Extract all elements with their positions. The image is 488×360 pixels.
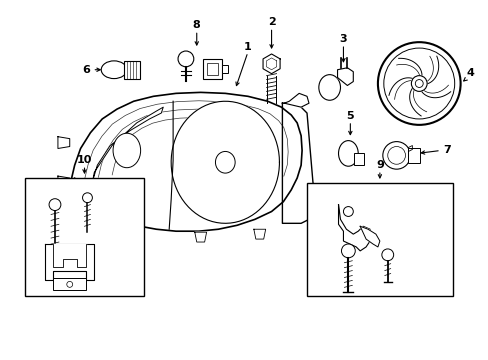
Polygon shape bbox=[125, 232, 138, 242]
Polygon shape bbox=[171, 101, 279, 223]
Polygon shape bbox=[360, 226, 379, 247]
Circle shape bbox=[381, 249, 393, 261]
Polygon shape bbox=[194, 232, 206, 242]
Circle shape bbox=[382, 141, 409, 169]
Polygon shape bbox=[71, 93, 302, 231]
Polygon shape bbox=[263, 54, 280, 74]
FancyBboxPatch shape bbox=[123, 61, 140, 78]
Circle shape bbox=[414, 80, 422, 87]
Ellipse shape bbox=[101, 61, 126, 78]
Polygon shape bbox=[53, 244, 86, 267]
Circle shape bbox=[82, 193, 92, 203]
Polygon shape bbox=[45, 244, 94, 280]
Circle shape bbox=[178, 51, 193, 67]
Circle shape bbox=[67, 282, 73, 287]
Text: 1: 1 bbox=[244, 42, 251, 52]
Ellipse shape bbox=[215, 152, 235, 173]
FancyBboxPatch shape bbox=[222, 65, 228, 73]
Text: 3: 3 bbox=[339, 34, 346, 44]
Text: 7: 7 bbox=[442, 145, 450, 156]
Text: 8: 8 bbox=[192, 21, 200, 30]
FancyBboxPatch shape bbox=[407, 148, 419, 163]
FancyBboxPatch shape bbox=[206, 63, 218, 75]
FancyBboxPatch shape bbox=[202, 59, 222, 78]
Text: 9: 9 bbox=[375, 160, 383, 170]
FancyBboxPatch shape bbox=[353, 153, 364, 165]
Bar bbox=[306, 183, 452, 296]
Circle shape bbox=[343, 207, 352, 216]
Text: 6: 6 bbox=[82, 65, 90, 75]
Polygon shape bbox=[92, 107, 163, 182]
Ellipse shape bbox=[338, 141, 358, 166]
Polygon shape bbox=[337, 68, 352, 85]
Circle shape bbox=[377, 42, 460, 125]
Circle shape bbox=[49, 199, 61, 211]
Circle shape bbox=[387, 147, 405, 164]
Text: 5: 5 bbox=[346, 111, 353, 121]
Polygon shape bbox=[253, 229, 265, 239]
Polygon shape bbox=[63, 199, 75, 211]
Bar bbox=[25, 178, 143, 296]
Polygon shape bbox=[284, 93, 308, 107]
Ellipse shape bbox=[113, 133, 141, 168]
Circle shape bbox=[410, 76, 426, 91]
Polygon shape bbox=[338, 204, 369, 251]
Circle shape bbox=[341, 244, 355, 258]
Polygon shape bbox=[58, 137, 70, 148]
Text: 4: 4 bbox=[466, 68, 473, 78]
Polygon shape bbox=[282, 102, 314, 223]
Text: 10: 10 bbox=[77, 155, 92, 165]
Ellipse shape bbox=[318, 75, 340, 100]
FancyBboxPatch shape bbox=[53, 278, 86, 290]
Polygon shape bbox=[58, 176, 70, 188]
Text: 2: 2 bbox=[267, 17, 275, 27]
